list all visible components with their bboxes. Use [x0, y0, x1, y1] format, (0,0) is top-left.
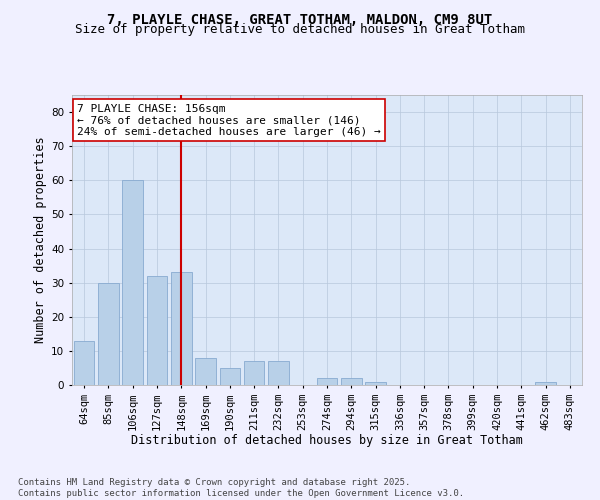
Text: 7, PLAYLE CHASE, GREAT TOTHAM, MALDON, CM9 8UT: 7, PLAYLE CHASE, GREAT TOTHAM, MALDON, C…	[107, 12, 493, 26]
Bar	[146, 276, 167, 385]
Bar	[317, 378, 337, 385]
Bar	[220, 368, 240, 385]
Text: Size of property relative to detached houses in Great Totham: Size of property relative to detached ho…	[75, 24, 525, 36]
Bar	[195, 358, 216, 385]
Bar	[535, 382, 556, 385]
Bar	[74, 340, 94, 385]
Bar	[268, 361, 289, 385]
Bar	[122, 180, 143, 385]
Bar	[244, 361, 265, 385]
Text: 7 PLAYLE CHASE: 156sqm
← 76% of detached houses are smaller (146)
24% of semi-de: 7 PLAYLE CHASE: 156sqm ← 76% of detached…	[77, 104, 381, 137]
Bar	[98, 282, 119, 385]
Bar	[365, 382, 386, 385]
Y-axis label: Number of detached properties: Number of detached properties	[34, 136, 47, 344]
Text: Contains HM Land Registry data © Crown copyright and database right 2025.
Contai: Contains HM Land Registry data © Crown c…	[18, 478, 464, 498]
Bar	[171, 272, 191, 385]
Bar	[341, 378, 362, 385]
X-axis label: Distribution of detached houses by size in Great Totham: Distribution of detached houses by size …	[131, 434, 523, 448]
